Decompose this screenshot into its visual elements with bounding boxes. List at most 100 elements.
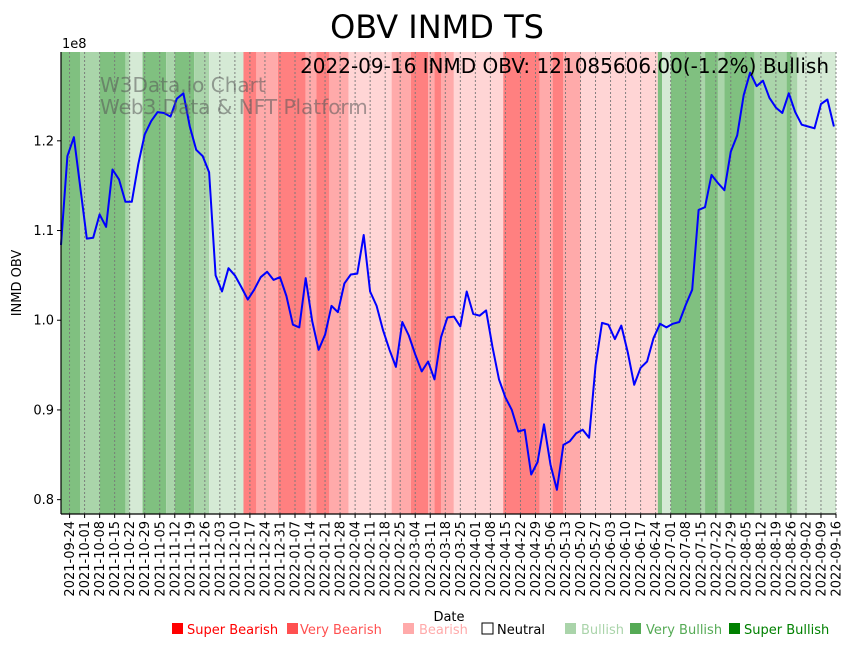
x-tick-label: 2022-01-28 [334,521,349,597]
band-super-bullish [724,52,755,514]
band-super-bullish [61,52,81,514]
band-very-bearish [539,52,553,514]
legend-label: Bullish [581,623,624,638]
legend-swatch [630,623,641,634]
vertical-gridlines [69,52,837,514]
legend-label: Very Bearish [300,623,382,638]
x-tick-label: 2022-02-11 [364,521,379,597]
x-tick-label: 2022-04-22 [514,521,529,597]
band-super-bullish [657,52,663,514]
legend-swatch [287,623,298,634]
band-super-bullish [142,52,167,514]
band-very-bearish [391,52,411,514]
x-axis-label: Date [433,610,464,625]
x-tick-label: 2022-06-03 [604,521,619,597]
x-tick-label: 2022-09-02 [799,521,814,597]
x-tick-label: 2022-08-26 [784,521,799,597]
x-tick-label: 2022-03-18 [439,521,454,597]
legend: Super Bearish Very Bearish Bearish Neutral B… [172,622,829,638]
x-tick-label: 2022-04-29 [529,521,544,597]
x-tick-label: 2021-11-26 [198,521,213,597]
x-tick-label: 2022-09-09 [814,521,829,597]
band-super-bearish [410,52,429,514]
x-tick-label: 2022-05-13 [559,521,574,597]
x-ticks: 2021-09-24 2021-10-01 2021-10-08 2021-10-15… [63,514,845,597]
watermark-line-1: W3Data.io Chart [100,73,266,97]
band-very-bullish [166,52,175,514]
x-tick-label: 2021-10-15 [108,521,123,597]
band-very-bearish [305,52,317,514]
x-tick-label: 2022-01-21 [319,521,334,597]
obv-series-line [60,71,835,491]
band-very-bullish [80,52,100,514]
x-tick-label: 2021-11-19 [183,521,198,597]
band-very-bearish [329,52,349,514]
x-tick-label: 2022-07-22 [709,521,724,597]
legend-label: Bearish [419,623,468,638]
x-tick-label: 2021-12-17 [243,521,258,597]
x-tick-label: 2022-06-17 [634,521,649,597]
band-very-bullish [125,52,130,514]
band-very-bullish [717,52,725,514]
x-tick-label: 2021-10-22 [123,521,138,597]
x-tick-label: 2022-03-11 [424,521,439,597]
x-tick-label: 2022-04-01 [469,521,484,597]
band-super-bearish [316,52,330,514]
band-bearish [453,52,504,514]
band-very-bearish [440,52,454,514]
band-very-bearish [428,52,435,514]
y-ticks: 0.8 0.9 1.0 1.1 1.2 [33,134,61,508]
band-very-bullish [194,52,210,514]
y-tick-label: 0.8 [33,493,54,508]
x-tick-label: 2021-12-10 [228,521,243,597]
y-tick-label: 1.1 [33,224,54,239]
x-tick-label: 2022-01-07 [289,521,304,597]
x-tick-label: 2022-05-20 [574,521,589,597]
x-tick-label: 2022-08-05 [739,521,754,597]
x-tick-label: 2021-11-12 [168,521,183,597]
band-super-bullish [786,52,791,514]
x-tick-label: 2022-08-12 [754,521,769,597]
band-super-bearish [503,52,540,514]
band-super-bearish [552,52,564,514]
band-bullish [662,52,671,514]
x-tick-label: 2021-12-24 [258,521,273,597]
watermark-line-2: Web3 Data & NFT Platform [100,95,368,119]
x-tick-label: 2022-03-04 [409,521,424,597]
x-tick-label: 2022-05-06 [544,521,559,597]
x-tick-label: 2022-02-25 [394,521,409,597]
band-super-bullish [705,52,718,514]
band-super-bearish [243,52,257,514]
x-tick-label: 2022-06-10 [619,521,634,597]
x-tick-label: 2022-07-01 [664,521,679,597]
sentiment-bands [61,52,836,514]
band-very-bearish [256,52,278,514]
band-very-bullish [754,52,787,514]
legend-label: Super Bullish [744,623,829,638]
legend-label: Neutral [497,623,545,638]
legend-swatch [172,623,183,634]
x-tick-label: 2022-07-29 [724,521,739,597]
x-tick-label: 2021-12-31 [273,521,288,597]
y-scale-label: 1e8 [62,37,87,52]
y-tick-label: 1.2 [33,134,54,149]
x-tick-label: 2022-06-24 [649,521,664,597]
band-bearish [580,52,658,514]
x-tick-label: 2022-08-19 [769,521,784,597]
legend-swatch [565,623,576,634]
latest-value-annotation: 2022-09-16 INMD OBV: 121085606.00(-1.2%)… [300,54,829,78]
legend-swatch [729,623,740,634]
x-tick-label: 2022-01-14 [304,521,319,597]
x-tick-label: 2022-02-04 [349,521,364,597]
legend-swatch [481,622,494,635]
legend-label: Very Bullish [646,623,722,638]
x-tick-label: 2021-09-24 [63,521,78,597]
y-tick-label: 1.0 [33,314,54,329]
y-tick-label: 0.9 [33,403,54,418]
y-axis-label: INMD OBV [10,250,25,317]
band-bullish [129,52,143,514]
x-tick-label: 2022-05-27 [589,521,604,597]
band-very-bullish [700,52,706,514]
band-bullish [797,52,836,514]
